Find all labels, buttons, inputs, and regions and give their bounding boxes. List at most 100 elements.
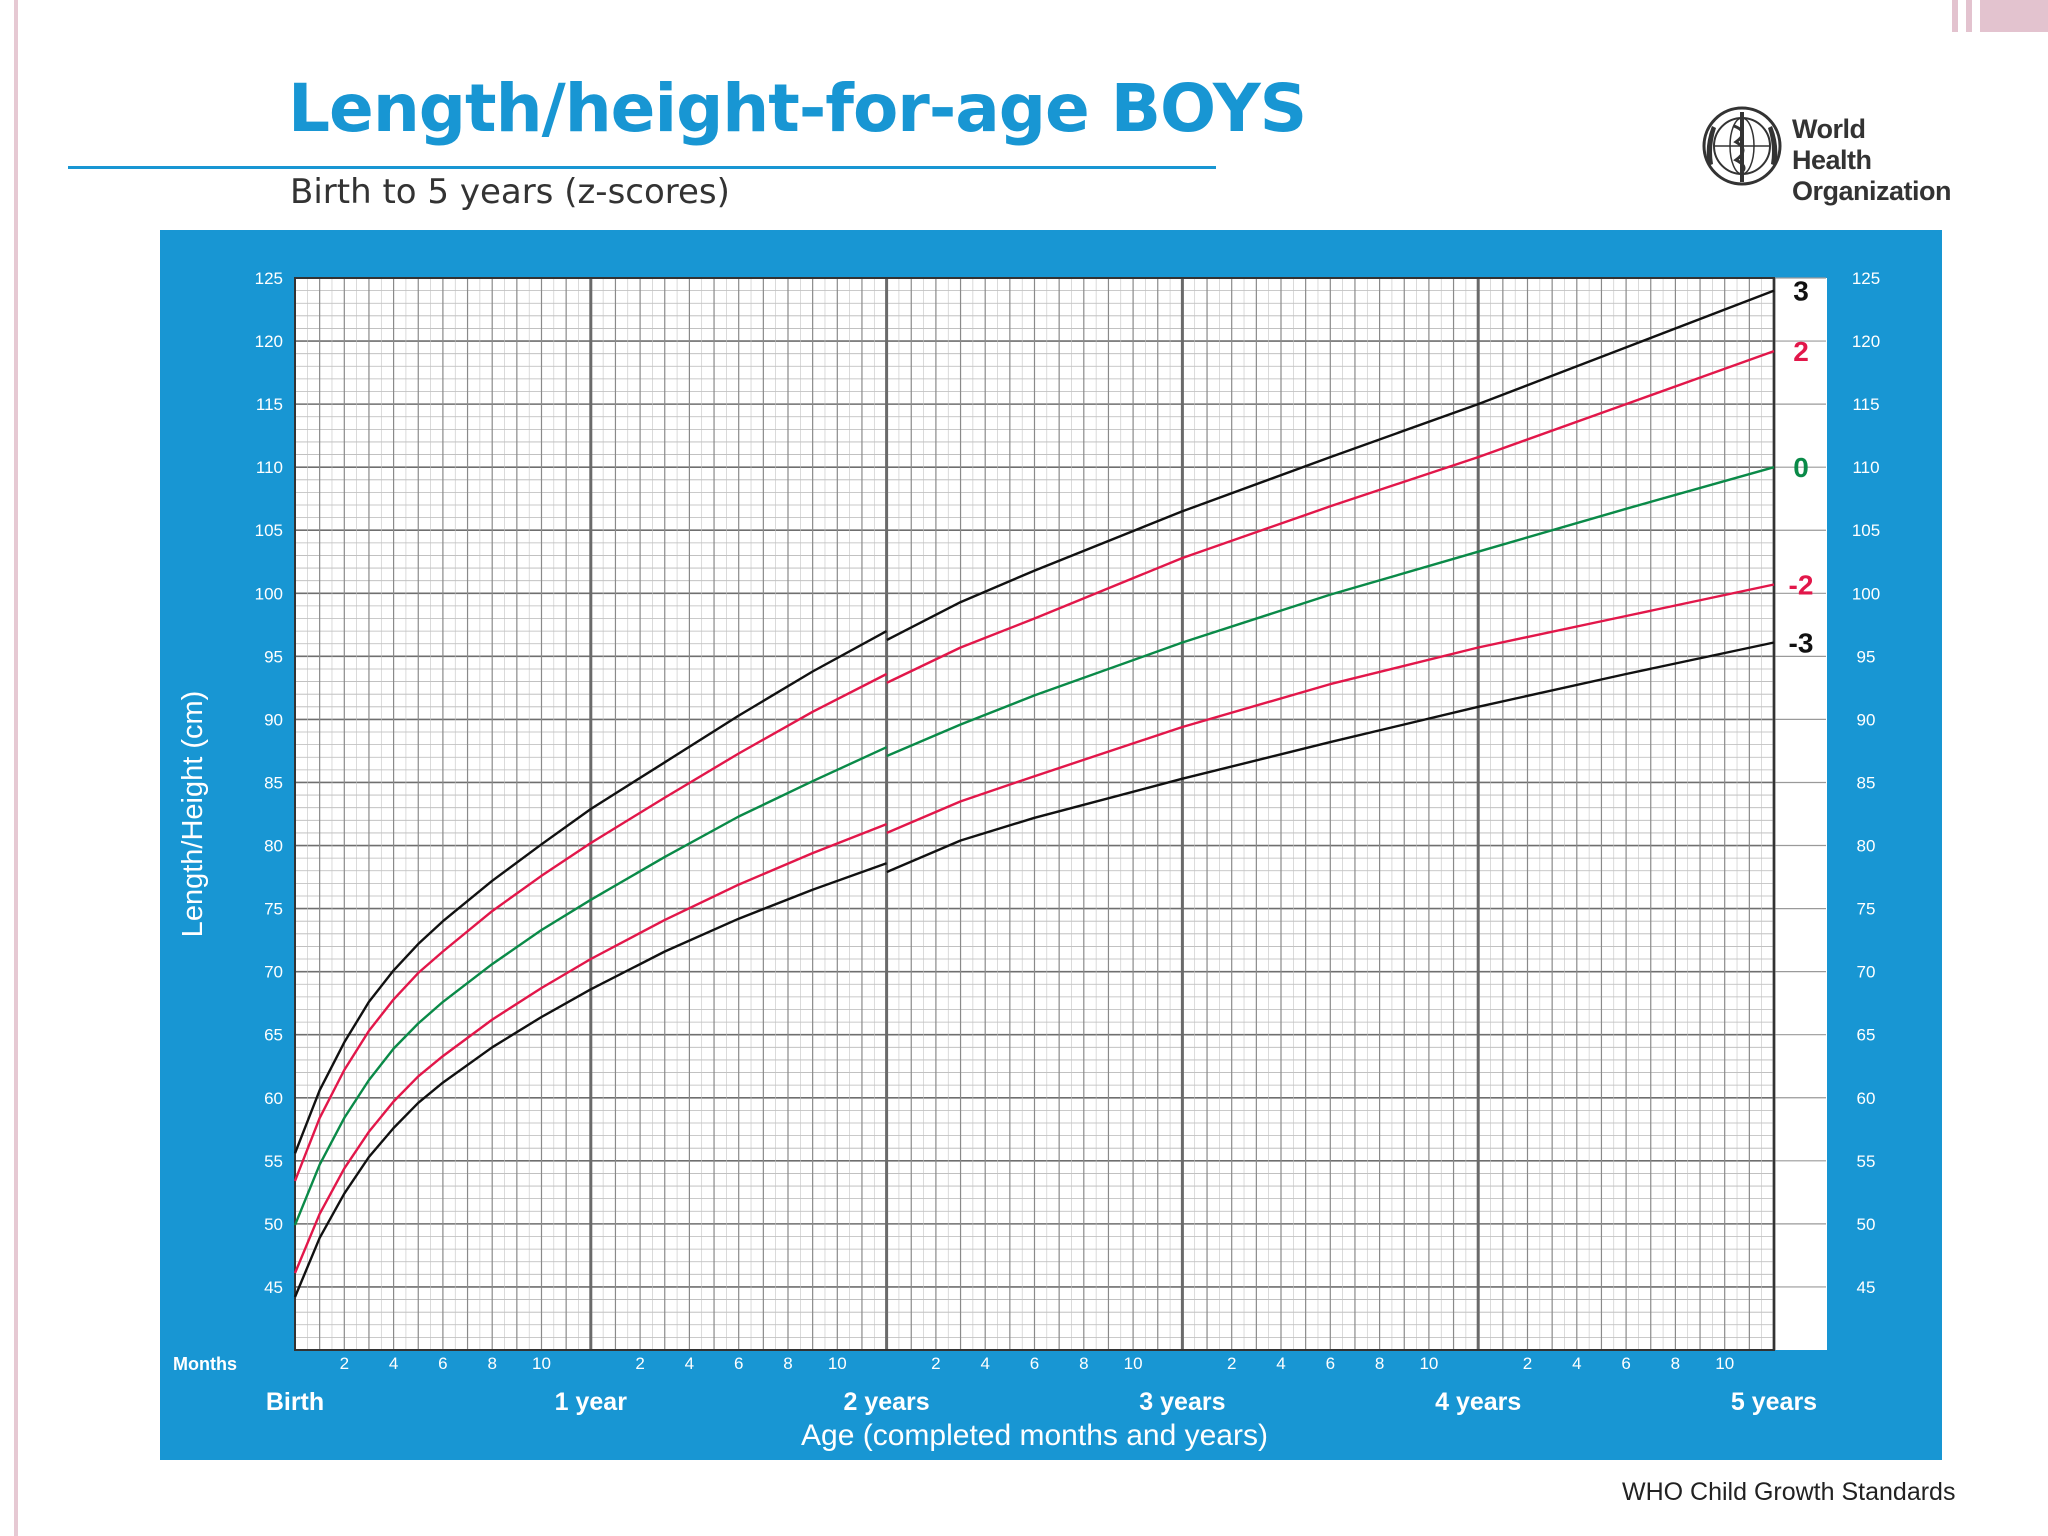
x-tick-label: 6 [1326, 1354, 1335, 1373]
series-line-z3 [293, 289, 1775, 1154]
series-segment-length [293, 672, 888, 1182]
x-year-label: 1 year [555, 1388, 628, 1416]
x-tick-label: 2 [635, 1354, 644, 1373]
x-tick-label: 4 [389, 1354, 398, 1373]
title-underline [68, 166, 1216, 169]
series-segment-height [886, 641, 1775, 874]
series-segment-length [293, 746, 888, 1226]
x-year-label: 5 years [1731, 1388, 1817, 1416]
x-tick-label: 2 [931, 1354, 940, 1373]
y-tick-label-left: 65 [264, 1026, 283, 1045]
y-tick-label-right: 45 [1857, 1278, 1876, 1297]
y-tick-label-left: 120 [255, 332, 283, 351]
series-segment-length [293, 862, 888, 1298]
x-year-label: 2 years [843, 1388, 929, 1416]
y-tick-label-right: 90 [1857, 710, 1876, 729]
x-tick-label: 6 [1621, 1354, 1630, 1373]
page-subtitle: Birth to 5 years (z-scores) [290, 172, 730, 212]
z-score-label: -2 [1789, 569, 1814, 600]
series-segment-length [293, 630, 888, 1154]
plot-frame [294, 277, 1775, 1351]
series-segment-height [886, 289, 1775, 642]
y-tick-label-left: 85 [264, 773, 283, 792]
x-tick-label: 2 [1227, 1354, 1236, 1373]
y-tick-label-right: 50 [1857, 1215, 1876, 1234]
x-tick-label: 10 [1124, 1354, 1143, 1373]
series-line-z0 [293, 466, 1775, 1226]
y-axis-title: Length/Height (cm) [177, 691, 209, 938]
x-tick-label: 10 [532, 1354, 551, 1373]
series-segment-length [293, 822, 888, 1274]
z-score-label: 3 [1793, 276, 1809, 307]
x-tick-label: 10 [828, 1354, 847, 1373]
x-tick-label: 4 [1572, 1354, 1581, 1373]
x-tick-label: 6 [734, 1354, 743, 1373]
y-tick-label-right: 125 [1852, 269, 1880, 288]
x-year-label: 4 years [1435, 1388, 1521, 1416]
y-tick-label-right: 120 [1852, 332, 1880, 351]
x-tick-label: 2 [340, 1354, 349, 1373]
y-tick-label-left: 80 [264, 837, 283, 856]
x-tick-label: 8 [1671, 1354, 1680, 1373]
who-logo: World Health Organization [1700, 104, 1952, 206]
x-tick-label: 2 [1523, 1354, 1532, 1373]
x-tick-label: 6 [1030, 1354, 1039, 1373]
vertical-grid [307, 278, 1776, 1350]
y-tick-label-left: 110 [256, 458, 283, 477]
y-tick-label-left: 95 [264, 647, 283, 666]
x-tick-label: 10 [1715, 1354, 1734, 1373]
y-tick-label-right: 95 [1857, 647, 1876, 666]
y-tick-label-right: 55 [1857, 1152, 1876, 1171]
series-line-z-2 [293, 583, 1775, 1274]
x-tick-label: 8 [1079, 1354, 1088, 1373]
y-tick-label-left: 100 [255, 584, 283, 603]
series-line-z-3 [293, 641, 1775, 1298]
z-score-label: 2 [1793, 336, 1809, 367]
y-tick-label-left: 70 [264, 963, 283, 982]
x-tick-label: 8 [783, 1354, 792, 1373]
y-tick-label-right: 115 [1852, 395, 1879, 414]
y-tick-label-left: 90 [264, 710, 283, 729]
y-tick-label-left: 55 [264, 1152, 283, 1171]
x-tick-label: 8 [1375, 1354, 1384, 1373]
x-year-label: 3 years [1139, 1388, 1225, 1416]
z-score-label: 0 [1793, 452, 1809, 483]
x-tick-label: 8 [487, 1354, 496, 1373]
x-tick-label: 4 [980, 1354, 989, 1373]
series-line-z2 [293, 349, 1775, 1182]
y-tick-label-right: 75 [1857, 900, 1876, 919]
y-tick-label-right: 105 [1852, 521, 1880, 540]
who-name-line-1: World Health [1792, 114, 1872, 175]
chart-panel: 45 45 50 50 55 55 60 60 65 65 70 70 75 75 80 80 85 85 90 90… [160, 230, 1942, 1460]
x-tick-label: 4 [685, 1354, 694, 1373]
x-unit-label: Months [173, 1354, 237, 1374]
y-tick-label-left: 45 [264, 1278, 283, 1297]
page-title: Length/height-for-age BOYS [288, 70, 1307, 147]
series-segment-height [886, 466, 1775, 758]
y-tick-label-right: 100 [1852, 584, 1880, 603]
x-tick-label: 10 [1419, 1354, 1438, 1373]
x-year-label: Birth [266, 1388, 324, 1416]
who-name: World Health Organization [1792, 114, 1952, 207]
z-score-label: -3 [1789, 627, 1814, 658]
y-tick-label-left: 50 [264, 1215, 283, 1234]
x-tick-label: 6 [438, 1354, 447, 1373]
y-tick-label-right: 65 [1857, 1026, 1876, 1045]
who-name-line-2: Organization [1792, 176, 1952, 206]
y-tick-label-right: 80 [1857, 837, 1876, 856]
y-tick-label-right: 70 [1857, 963, 1876, 982]
who-emblem-icon [1702, 106, 1782, 186]
y-tick-label-left: 60 [264, 1089, 283, 1108]
y-tick-label-right: 85 [1857, 773, 1876, 792]
x-axis-title: Age (completed months and years) [801, 1419, 1268, 1452]
y-tick-label-left: 115 [256, 395, 283, 414]
corner-decoration [1952, 0, 2048, 32]
x-tick-label: 4 [1276, 1354, 1285, 1373]
y-tick-label-right: 110 [1852, 458, 1879, 477]
y-tick-label-left: 125 [255, 269, 283, 288]
y-tick-label-right: 60 [1857, 1089, 1876, 1108]
footer-credit: WHO Child Growth Standards [1622, 1478, 1956, 1506]
slide-border [0, 0, 18, 1536]
y-tick-label-left: 105 [255, 521, 283, 540]
